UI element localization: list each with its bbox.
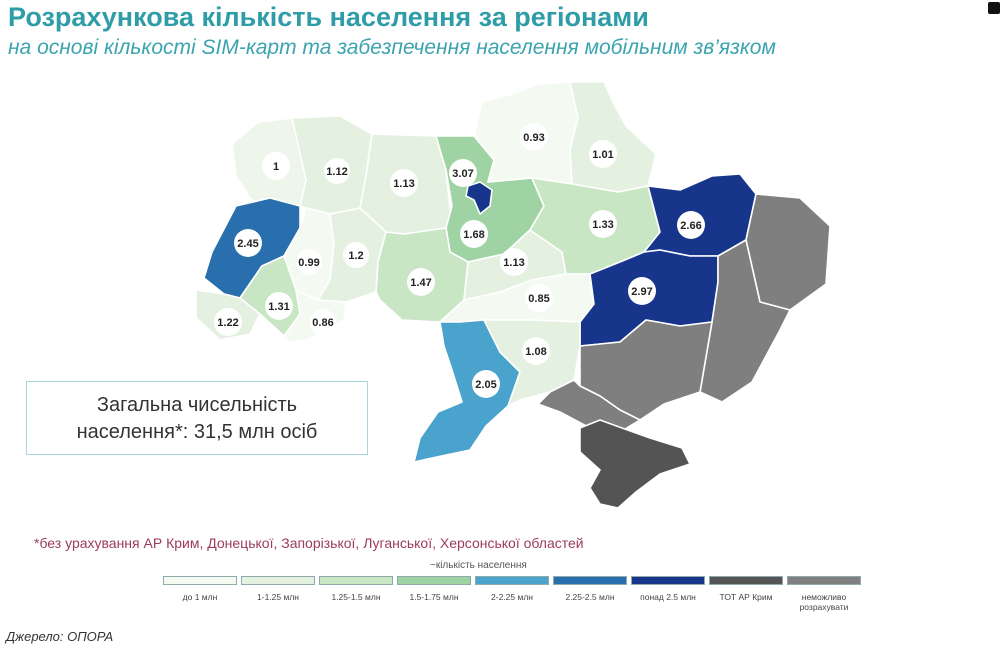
legend-label-0: до 1 млн bbox=[182, 592, 218, 602]
region-value-label-3: 1.68 bbox=[463, 229, 484, 241]
region-value-circle-0 bbox=[262, 152, 290, 180]
region-value-circle-9 bbox=[343, 242, 369, 268]
region-value-circle-11 bbox=[500, 248, 528, 276]
region-value-label-0: 1 bbox=[273, 161, 279, 173]
legend-swatch-1 bbox=[241, 576, 315, 585]
region-value-circle-14 bbox=[214, 308, 242, 336]
legend-swatch-3 bbox=[397, 576, 471, 585]
legend-label-6: понад 2.5 млн bbox=[640, 592, 696, 602]
region-value-circle-12 bbox=[589, 210, 617, 238]
legend-item-4: 2-2.25 млн bbox=[475, 576, 549, 602]
legend-swatch-4 bbox=[475, 576, 549, 585]
corner-logo-icon bbox=[988, 2, 1000, 14]
legend-item-5: 2.25-2.5 млн bbox=[553, 576, 627, 602]
region-value-label-14: 1.22 bbox=[217, 317, 238, 329]
total-population-line1: Загальна чисельність bbox=[96, 394, 298, 416]
region-value-label-11: 1.13 bbox=[503, 257, 524, 269]
legend-item-8: неможливо розрахувати bbox=[787, 576, 861, 612]
legend-item-7: ТОТ АР Крим bbox=[709, 576, 783, 602]
region-value-circle-15 bbox=[265, 292, 293, 320]
region-value-label-16: 0.86 bbox=[312, 317, 333, 329]
legend-label-7: ТОТ АР Крим bbox=[719, 592, 773, 602]
region-value-circle-19 bbox=[472, 370, 500, 398]
legend-swatch-0 bbox=[163, 576, 237, 585]
legend-item-2: 1.25-1.5 млн bbox=[319, 576, 393, 602]
legend-title: ~кількість населення bbox=[430, 560, 527, 571]
region-value-circle-16 bbox=[310, 309, 336, 335]
region-value-label-7: 2.45 bbox=[237, 238, 258, 250]
region-value-label-12: 1.33 bbox=[592, 219, 613, 231]
region-value-label-19: 2.05 bbox=[475, 379, 496, 391]
legend-swatch-8 bbox=[787, 576, 861, 585]
region-value-circle-4 bbox=[449, 159, 477, 187]
region-value-label-1: 1.12 bbox=[326, 166, 347, 178]
region-value-label-4: 3.07 bbox=[452, 168, 473, 180]
region-value-label-18: 2.97 bbox=[631, 286, 652, 298]
legend-item-3: 1.5-1.75 млн bbox=[397, 576, 471, 602]
region-value-label-9: 1.2 bbox=[348, 250, 363, 262]
region-value-label-10: 1.47 bbox=[410, 277, 431, 289]
region-value-circle-1 bbox=[324, 158, 350, 184]
region-value-label-15: 1.31 bbox=[268, 301, 289, 313]
region-value-circle-6 bbox=[589, 140, 617, 168]
region-value-circle-2 bbox=[390, 169, 418, 197]
region-value-circle-7 bbox=[234, 229, 262, 257]
legend-label-2: 1.25-1.5 млн bbox=[331, 592, 381, 602]
legend-item-6: понад 2.5 млн bbox=[631, 576, 705, 602]
region-value-label-2: 1.13 bbox=[393, 178, 414, 190]
region-25 bbox=[579, 419, 691, 509]
region-value-label-13: 2.66 bbox=[680, 220, 701, 232]
legend-swatch-5 bbox=[553, 576, 627, 585]
total-population-line2: населення*: 31,5 млн осіб bbox=[76, 421, 318, 443]
page-title: Розрахункова кількість населення за регі… bbox=[8, 2, 649, 32]
legend-label-3: 1.5-1.75 млн bbox=[409, 592, 459, 602]
region-value-circle-17 bbox=[525, 284, 553, 312]
region-value-circle-20 bbox=[522, 337, 550, 365]
page-subtitle: на основі кількості SIM-карт та забезпеч… bbox=[8, 36, 776, 59]
region-value-circle-18 bbox=[628, 277, 656, 305]
legend-label-8: неможливо розрахувати bbox=[799, 592, 849, 612]
region-value-label-5: 0.93 bbox=[523, 132, 544, 144]
region-4 bbox=[465, 181, 493, 215]
legend-label-5: 2.25-2.5 млн bbox=[565, 592, 615, 602]
region-6 bbox=[569, 81, 657, 193]
region-value-label-6: 1.01 bbox=[592, 149, 613, 161]
region-22 bbox=[699, 239, 791, 403]
legend-item-0: до 1 млн bbox=[163, 576, 237, 602]
region-value-circle-3 bbox=[460, 220, 488, 248]
total-population-box: Загальна чисельність населення*: 31,5 мл… bbox=[26, 381, 368, 455]
region-value-circle-5 bbox=[520, 123, 548, 151]
legend-swatch-7 bbox=[709, 576, 783, 585]
region-value-circle-10 bbox=[407, 268, 435, 296]
legend-label-1: 1-1.25 млн bbox=[257, 592, 299, 602]
legend-swatch-6 bbox=[631, 576, 705, 585]
footnote: *без урахування АР Крим, Донецької, Запо… bbox=[34, 535, 584, 551]
region-value-label-20: 1.08 bbox=[525, 346, 546, 358]
legend-item-1: 1-1.25 млн bbox=[241, 576, 315, 602]
region-value-label-8: 0.99 bbox=[298, 257, 319, 269]
legend-label-4: 2-2.25 млн bbox=[491, 592, 533, 602]
region-value-label-17: 0.85 bbox=[528, 293, 549, 305]
region-value-circle-8 bbox=[296, 249, 322, 275]
source-label: Джерело: ОПОРА bbox=[6, 629, 114, 644]
legend-swatch-2 bbox=[319, 576, 393, 585]
region-value-circle-13 bbox=[677, 211, 705, 239]
